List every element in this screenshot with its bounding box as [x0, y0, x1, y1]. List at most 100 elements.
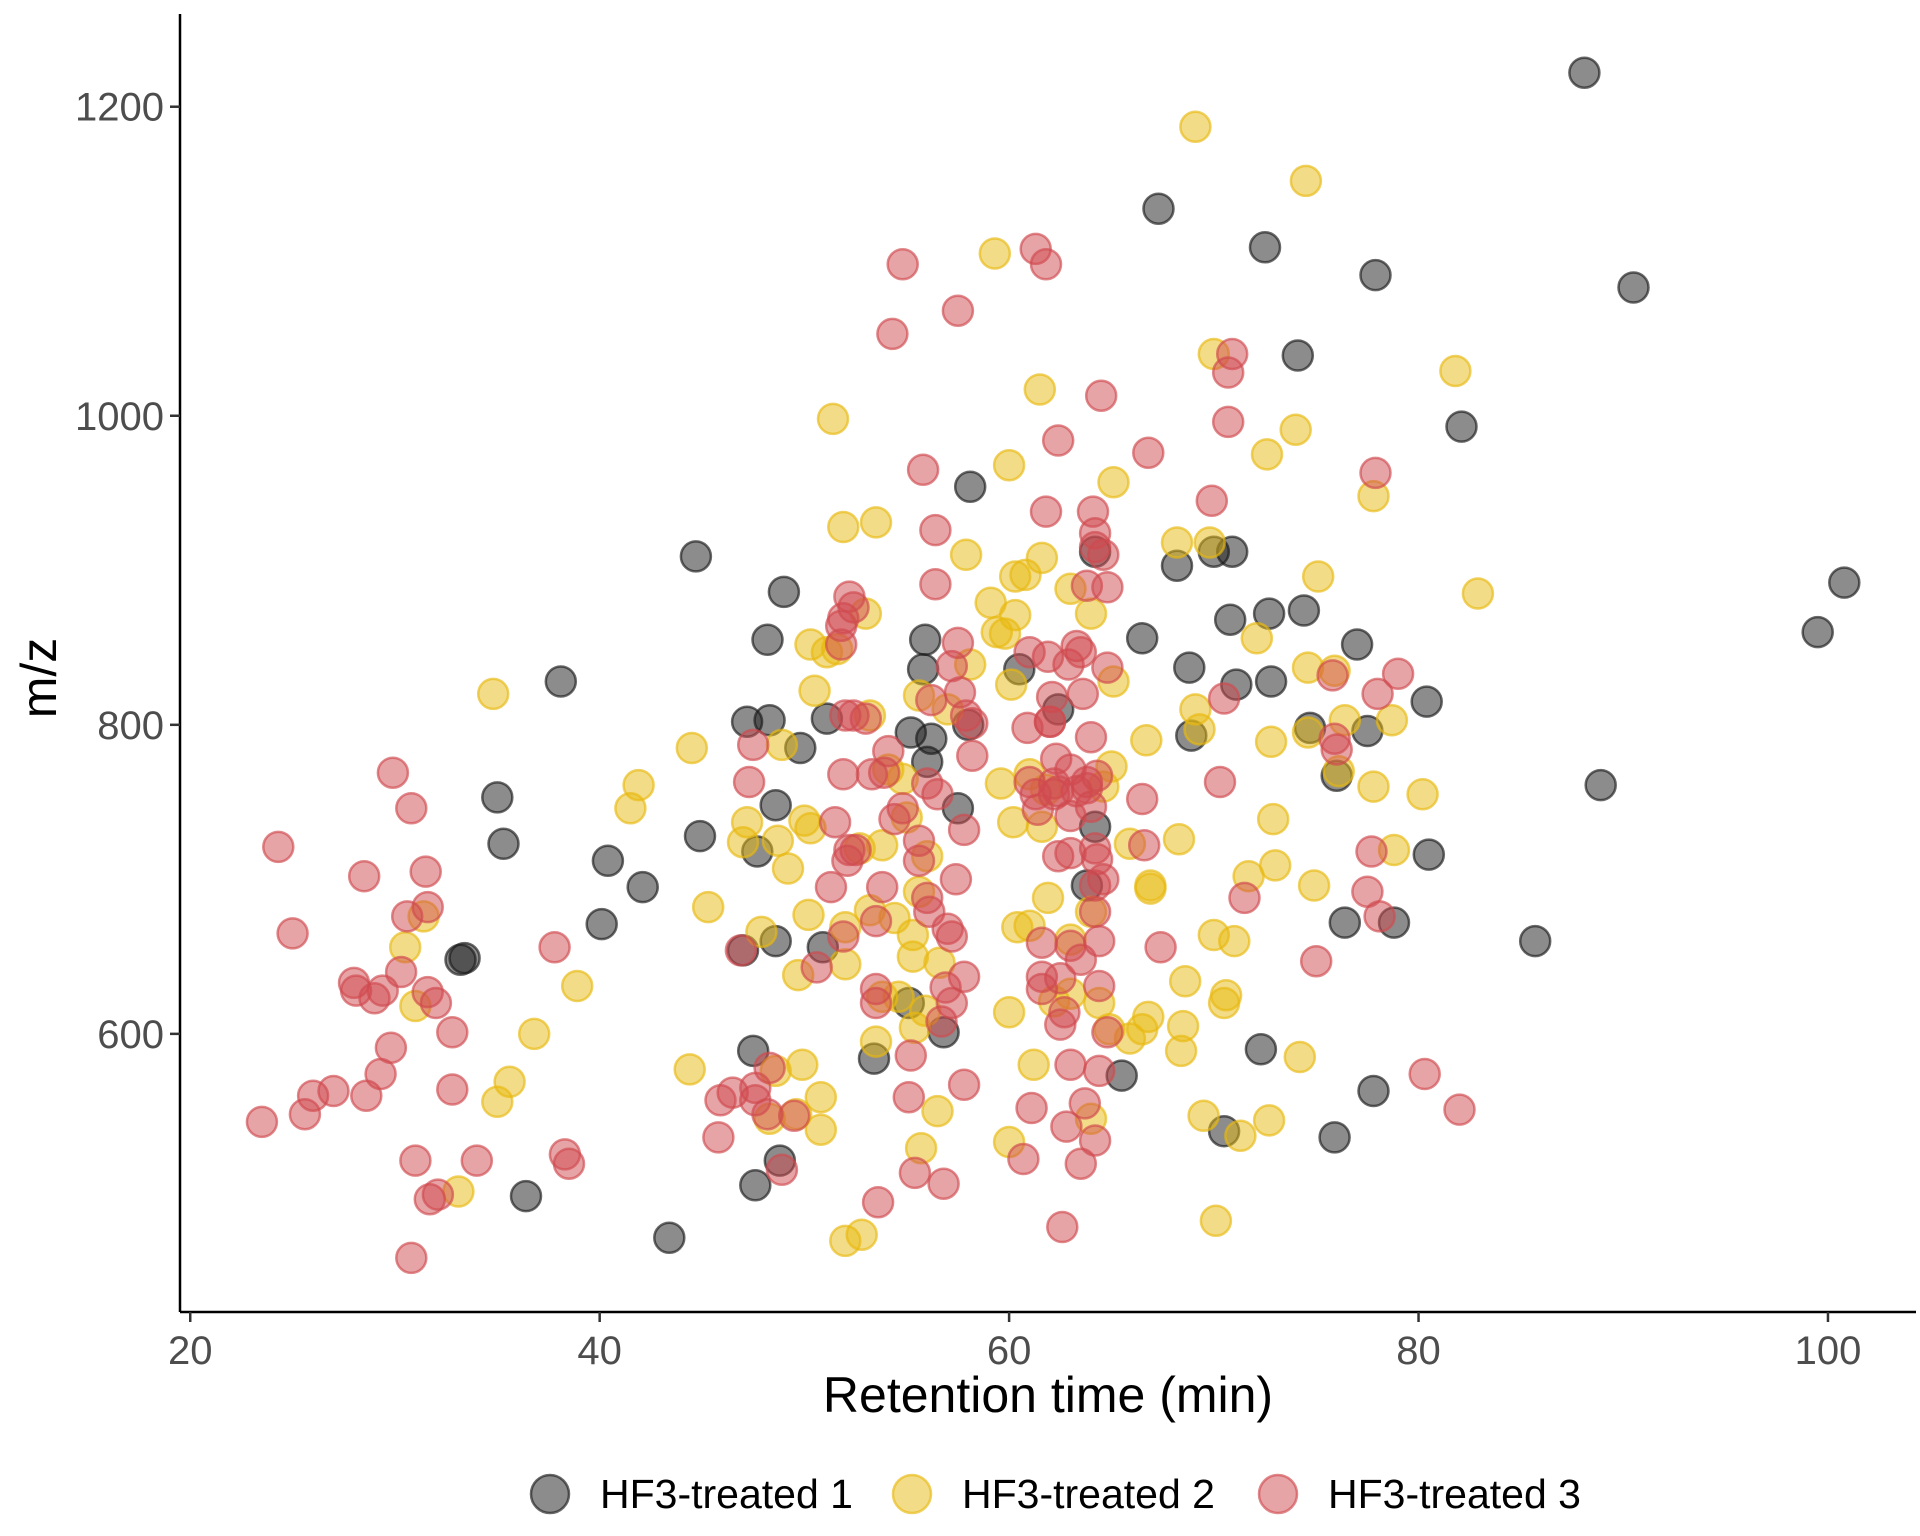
point-series-2-12 [673, 1053, 706, 1086]
point-series-1-74 [1617, 271, 1650, 304]
point-series-2-46 [859, 506, 893, 539]
point-series-2-148 [1439, 354, 1472, 388]
point-series-3-188 [1408, 1057, 1441, 1091]
point-series-3-84 [919, 567, 952, 601]
legend: HF3-treated 1 HF3-treated 2 HF3-treated 3 [529, 1471, 1581, 1517]
x-tick-label-60: 60 [987, 1329, 1032, 1373]
point-series-2-113 [1168, 965, 1202, 998]
point-series-3-22 [411, 890, 444, 924]
point-series-1-56 [1254, 665, 1288, 698]
point-series-3-171 [1195, 484, 1229, 518]
point-series-3-46 [814, 870, 848, 904]
point-series-2-17 [745, 915, 778, 949]
point-series-3-1 [245, 1105, 279, 1139]
point-series-2-128 [1250, 438, 1284, 471]
point-series-1-8 [591, 844, 625, 878]
point-series-2-108 [1134, 869, 1167, 902]
point-series-3-163 [1087, 863, 1120, 896]
point-series-3-160 [1082, 1054, 1116, 1088]
point-series-3-6 [317, 1074, 350, 1108]
point-series-3-169 [1132, 436, 1165, 470]
x-tick-label-20: 20 [168, 1329, 213, 1373]
point-series-1-2 [448, 941, 481, 975]
point-series-3-128 [1046, 1210, 1079, 1244]
point-series-3-184 [1359, 456, 1392, 490]
point-series-2-45 [859, 1025, 893, 1058]
point-series-1-53 [1244, 1033, 1278, 1066]
point-series-2-145 [1375, 703, 1409, 737]
point-series-3-176 [1215, 337, 1249, 371]
point-series-3-64 [859, 986, 893, 1020]
point-series-3-19 [395, 1241, 428, 1275]
point-series-2-75 [994, 668, 1028, 701]
point-series-2-134 [1283, 1040, 1317, 1074]
point-series-3-154 [1078, 895, 1112, 929]
point-series-1-7 [585, 907, 618, 941]
point-series-2-132 [1258, 849, 1292, 882]
point-series-3-45 [800, 951, 833, 984]
point-series-1-3 [481, 781, 514, 814]
point-series-3-173 [1207, 682, 1241, 715]
point-series-1-12 [683, 819, 717, 853]
point-series-3-90 [935, 986, 969, 1020]
point-series-3-85 [921, 778, 954, 811]
point-series-3-41 [751, 1097, 784, 1131]
point-series-1-58 [1287, 594, 1321, 627]
point-series-3-60 [849, 702, 883, 735]
point-series-2-109 [1160, 526, 1194, 559]
point-series-3-83 [919, 513, 952, 547]
point-series-3-73 [892, 1080, 926, 1114]
point-series-1-9 [626, 870, 659, 904]
point-series-3-162 [1087, 538, 1120, 572]
point-series-2-36 [827, 510, 860, 544]
point-series-3-33 [702, 1121, 735, 1154]
point-series-2-125 [1224, 1119, 1257, 1153]
point-series-3-143 [1068, 1087, 1102, 1120]
point-series-2-130 [1254, 725, 1288, 759]
point-series-2-110 [1162, 822, 1196, 856]
point-series-3-129 [1048, 995, 1081, 1029]
point-series-3-114 [1029, 248, 1063, 281]
point-series-3-126 [1044, 961, 1077, 995]
point-series-1-63 [1340, 628, 1374, 661]
point-series-2-41 [845, 1218, 878, 1251]
point-series-2-27 [792, 898, 825, 932]
point-series-3-9 [347, 859, 381, 893]
point-series-3-52 [827, 920, 860, 953]
point-series-3-111 [1025, 926, 1059, 959]
point-series-3-99 [947, 813, 981, 847]
point-series-3-30 [538, 931, 571, 964]
point-series-1-75 [1801, 615, 1834, 649]
point-series-2-118 [1193, 526, 1226, 559]
point-series-3-155 [1078, 1124, 1112, 1157]
point-series-1-76 [1828, 566, 1861, 599]
point-series-1-72 [1568, 56, 1601, 89]
point-series-1-4 [487, 827, 520, 861]
point-series-2-70 [984, 767, 1018, 800]
point-series-2-7 [493, 1065, 526, 1099]
point-series-1-37 [953, 470, 987, 504]
point-series-2-117 [1187, 1099, 1220, 1133]
point-series-3-189 [1443, 1093, 1476, 1126]
point-series-3-158 [1082, 924, 1116, 958]
point-series-1-60 [1318, 1121, 1351, 1154]
legend-key-3 [1257, 1473, 1299, 1515]
point-series-2-77 [998, 598, 1032, 632]
point-series-2-147 [1406, 778, 1439, 811]
point-series-2-38 [829, 948, 862, 981]
point-series-1-73 [1584, 768, 1617, 802]
point-series-3-28 [436, 1073, 469, 1106]
point-series-1-54 [1248, 231, 1282, 264]
point-series-3-16 [384, 955, 418, 989]
point-series-3-18 [395, 792, 428, 825]
point-series-2-73 [992, 995, 1026, 1029]
point-series-3-68 [872, 734, 905, 768]
point-series-2-139 [1301, 560, 1335, 593]
point-series-3-69 [876, 317, 909, 351]
legend-key-1 [529, 1473, 571, 1515]
point-series-2-9 [560, 969, 594, 1003]
point-series-1-68 [1410, 685, 1443, 718]
point-series-2-16 [730, 805, 764, 839]
point-series-2-84 [1023, 373, 1057, 406]
